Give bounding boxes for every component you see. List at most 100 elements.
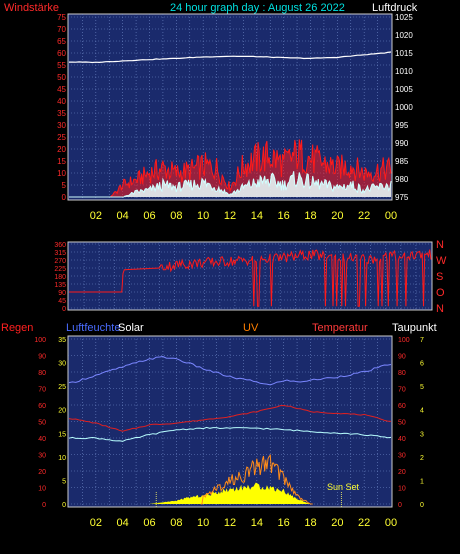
- pressure-tick-label: 985: [395, 157, 409, 166]
- regen-tick-label: 80: [38, 370, 46, 377]
- taupunkt-tick-label: 2: [420, 455, 424, 462]
- pressure-tick-label: 975: [395, 193, 409, 202]
- time-tick-label: 00: [385, 517, 397, 529]
- wind-tick-label: 50: [57, 73, 66, 82]
- direction-tick-label: 180: [54, 274, 66, 281]
- pressure-tick-label: 1010: [395, 67, 413, 76]
- graph-title: 24 hour graph day : August 26 2022: [170, 2, 345, 14]
- luftfeuchte-tick-label: 30: [58, 361, 66, 368]
- regen-tick-label: 10: [38, 486, 46, 493]
- taupunkt-tick-label: 7: [420, 337, 424, 344]
- climate-axis-labels: 0102030405060708090100051015202530350102…: [34, 337, 424, 529]
- temperatur-tick-label: 40: [398, 436, 406, 443]
- wind-tick-label: 25: [57, 133, 66, 142]
- legend-solar: Solar: [118, 322, 144, 334]
- time-tick-label: 16: [278, 517, 290, 529]
- wind-tick-label: 75: [57, 13, 66, 22]
- pressure-tick-label: 1000: [395, 103, 413, 112]
- gust-series-line: [69, 139, 392, 198]
- compass-label: N: [436, 303, 444, 315]
- taupunkt-tick-label: 1: [420, 478, 424, 485]
- humidity-series-line: [68, 355, 392, 386]
- direction-tick-label: 0: [62, 306, 66, 313]
- gust-area: [69, 139, 391, 197]
- wind-pressure-grid: [68, 14, 392, 200]
- time-tick-label: 14: [251, 210, 263, 222]
- temperatur-tick-label: 80: [398, 370, 406, 377]
- luftfeuchte-tick-label: 15: [58, 431, 66, 438]
- time-tick-label: 08: [170, 517, 182, 529]
- luftfeuchte-tick-label: 10: [58, 455, 66, 462]
- climate-series: [68, 355, 392, 507]
- time-tick-label: 18: [304, 517, 316, 529]
- wind-tick-label: 15: [57, 157, 66, 166]
- wind-tick-label: 60: [57, 49, 66, 58]
- wind-tick-label: 35: [57, 109, 66, 118]
- time-tick-label: 16: [278, 210, 290, 222]
- uv-series-line: [200, 454, 313, 505]
- regen-tick-label: 50: [38, 420, 46, 427]
- wind-tick-label: 5: [62, 181, 67, 190]
- luftfeuchte-tick-label: 25: [58, 384, 66, 391]
- temperatur-tick-label: 50: [398, 420, 406, 427]
- time-tick-label: 20: [331, 517, 343, 529]
- direction-tick-label: 360: [54, 242, 66, 249]
- time-tick-label: 22: [358, 210, 370, 222]
- compass-label: S: [436, 271, 443, 283]
- taupunkt-tick-label: 6: [420, 361, 424, 368]
- time-tick-label: 06: [143, 210, 155, 222]
- time-tick-label: 22: [358, 517, 370, 529]
- wind-tick-label: 55: [57, 61, 66, 70]
- time-tick-label: 04: [117, 210, 129, 222]
- luftfeuchte-tick-label: 35: [58, 337, 66, 344]
- wind-pressure-series: [69, 51, 392, 198]
- wind-tick-label: 20: [57, 145, 66, 154]
- time-tick-label: 20: [331, 210, 343, 222]
- legend-regen: Regen: [1, 322, 33, 334]
- legend-luftfeuchte: Luftfeuchte: [66, 322, 120, 334]
- temperatur-tick-label: 100: [398, 337, 410, 344]
- wind-tick-label: 70: [57, 25, 66, 34]
- direction-tick-label: 225: [54, 266, 66, 273]
- legend-temperatur: Temperatur: [312, 322, 368, 334]
- wind-tick-label: 10: [57, 169, 66, 178]
- time-tick-label: 00: [385, 210, 397, 222]
- regen-tick-label: 100: [34, 337, 46, 344]
- solar-area: [69, 482, 391, 504]
- time-tick-label: 02: [90, 210, 102, 222]
- wind-tick-label: 40: [57, 97, 66, 106]
- wind-area: [69, 171, 391, 197]
- pressure-tick-label: 1015: [395, 49, 413, 58]
- time-tick-label: 12: [224, 210, 236, 222]
- pressure-tick-label: 995: [395, 121, 409, 130]
- direction-tick-label: 270: [54, 258, 66, 265]
- temperature-series-line: [68, 404, 392, 432]
- direction-tick-label: 90: [58, 290, 66, 297]
- time-tick-label: 12: [224, 517, 236, 529]
- direction-tick-label: 315: [54, 250, 66, 257]
- temperatur-tick-label: 20: [398, 469, 406, 476]
- compass-label: N: [436, 239, 444, 251]
- regen-tick-label: 60: [38, 403, 46, 410]
- wind-direction-grid: [68, 242, 432, 310]
- wind-tick-label: 30: [57, 121, 66, 130]
- luftfeuchte-tick-label: 20: [58, 408, 66, 415]
- taupunkt-tick-label: 3: [420, 431, 424, 438]
- taupunkt-tick-label: 0: [420, 502, 424, 509]
- direction-tick-label: 45: [58, 298, 66, 305]
- luftfeuchte-tick-label: 5: [62, 478, 66, 485]
- time-tick-label: 10: [197, 517, 209, 529]
- pressure-series-line: [69, 51, 392, 64]
- direction-series-line: [69, 249, 432, 307]
- temperatur-tick-label: 60: [398, 403, 406, 410]
- regen-tick-label: 0: [42, 502, 46, 509]
- wind-series-line: [69, 171, 392, 198]
- time-tick-label: 08: [170, 210, 182, 222]
- temperatur-tick-label: 10: [398, 486, 406, 493]
- regen-tick-label: 70: [38, 387, 46, 394]
- time-tick-label: 02: [90, 517, 102, 529]
- dewpoint-series-line: [68, 426, 392, 442]
- regen-tick-label: 90: [38, 354, 46, 361]
